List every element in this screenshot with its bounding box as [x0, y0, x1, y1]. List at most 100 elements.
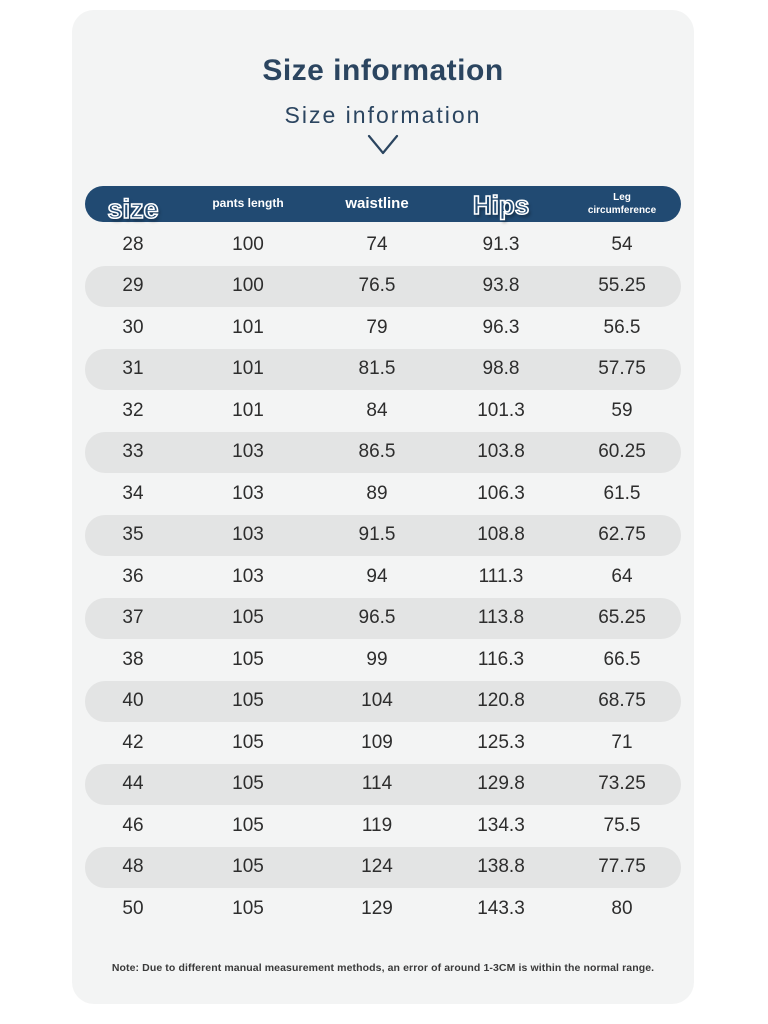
table-row: 44 105 114 129.8 73.25 [85, 763, 681, 805]
column-header-waistline: waistline [345, 195, 409, 213]
table-cell: 31 [122, 358, 144, 380]
table-cell: 125.3 [477, 731, 525, 753]
table-cell: 143.3 [477, 897, 525, 919]
table-cell: 54 [611, 233, 633, 255]
table-cell: 89 [366, 482, 388, 504]
table-cell: 28 [122, 233, 144, 255]
table-cell: 84 [366, 399, 388, 421]
table-cell: 101 [232, 399, 264, 421]
table-cell: 105 [232, 814, 264, 836]
table-row: 31 101 81.5 98.8 57.75 [85, 348, 681, 390]
table-cell: 96.3 [482, 316, 520, 338]
table-cell: 129 [361, 897, 393, 919]
column-header-leg-circumference: Leg circumference [587, 192, 657, 216]
table-cell: 36 [122, 565, 144, 587]
table-row: 34 103 89 106.3 61.5 [85, 473, 681, 515]
table-cell: 100 [232, 233, 264, 255]
table-cell: 79 [366, 316, 388, 338]
table-row: 35 103 91.5 108.8 62.75 [85, 514, 681, 556]
table-cell: 93.8 [482, 275, 520, 297]
table-cell: 29 [122, 275, 144, 297]
table-cell: 68.75 [598, 690, 646, 712]
table-cell: 105 [232, 690, 264, 712]
table-cell: 42 [122, 731, 144, 753]
table-cell: 134.3 [477, 814, 525, 836]
table-cell: 57.75 [598, 358, 646, 380]
table-cell: 81.5 [358, 358, 396, 380]
table-cell: 105 [232, 731, 264, 753]
table-cell: 100 [232, 275, 264, 297]
table-cell: 120.8 [477, 690, 525, 712]
page-title: Size information [262, 54, 504, 87]
table-cell: 103 [232, 524, 264, 546]
table-cell: 73.25 [598, 773, 646, 795]
table-cell: 105 [232, 856, 264, 878]
table-row: 37 105 96.5 113.8 65.25 [85, 597, 681, 639]
table-cell: 35 [122, 524, 144, 546]
table-cell: 86.5 [358, 441, 396, 463]
table-cell: 114 [361, 773, 393, 795]
table-cell: 103 [232, 565, 264, 587]
table-cell: 129.8 [477, 773, 525, 795]
table-cell: 116.3 [477, 648, 525, 670]
table-cell: 34 [122, 482, 144, 504]
table-cell: 60.25 [598, 441, 646, 463]
table-cell: 75.5 [603, 814, 641, 836]
table-cell: 99 [366, 648, 388, 670]
table-cell: 105 [232, 648, 264, 670]
table-cell: 61.5 [603, 482, 641, 504]
table-cell: 101 [232, 316, 264, 338]
table-row: 40 105 104 120.8 68.75 [85, 680, 681, 722]
table-cell: 96.5 [358, 607, 396, 629]
table-cell: 77.75 [598, 856, 646, 878]
table-cell: 103.8 [477, 441, 525, 463]
page-subtitle: Size information [284, 102, 482, 128]
table-cell: 138.8 [477, 856, 525, 878]
table-cell: 32 [122, 399, 144, 421]
table-cell: 80 [611, 897, 633, 919]
table-cell: 37 [122, 607, 144, 629]
table-cell: 74 [366, 233, 388, 255]
table-cell: 119 [361, 814, 393, 836]
table-cell: 105 [232, 773, 264, 795]
table-cell: 91.3 [482, 233, 520, 255]
table-row: 38 105 99 116.3 66.5 [85, 639, 681, 681]
table-body: 28 100 74 91.3 54 29 100 76.5 93.8 55.25 30 101 79 96… [85, 224, 681, 930]
table-row: 48 105 124 138.8 77.75 [85, 846, 681, 888]
table-cell: 71 [611, 731, 633, 753]
table-cell: 56.5 [603, 316, 641, 338]
column-header-size: size [107, 194, 160, 226]
table-cell: 108.8 [477, 524, 525, 546]
table-row: 33 103 86.5 103.8 60.25 [85, 431, 681, 473]
table-cell: 44 [122, 773, 144, 795]
table-cell: 103 [232, 482, 264, 504]
table-cell: 76.5 [358, 275, 396, 297]
table-cell: 64 [611, 565, 633, 587]
size-info-card: Size information Size information size p… [72, 10, 694, 1004]
table-row: 28 100 74 91.3 54 [85, 224, 681, 266]
table-cell: 105 [232, 897, 264, 919]
table-cell: 46 [122, 814, 144, 836]
table-cell: 98.8 [482, 358, 520, 380]
table-cell: 111.3 [478, 565, 524, 587]
table-cell: 105 [232, 607, 264, 629]
table-cell: 113.8 [477, 607, 525, 629]
table-row: 36 103 94 111.3 64 [85, 556, 681, 598]
table-cell: 50 [122, 897, 144, 919]
table-row: 42 105 109 125.3 71 [85, 722, 681, 764]
table-cell: 101 [232, 358, 264, 380]
table-header: size pants length waistline Hips Leg cir… [85, 186, 681, 226]
chevron-down-icon [367, 134, 399, 155]
column-header-hips: Hips [472, 189, 530, 221]
table-cell: 48 [122, 856, 144, 878]
table-row: 46 105 119 134.3 75.5 [85, 805, 681, 847]
table-cell: 59 [611, 399, 633, 421]
table-cell: 55.25 [598, 275, 646, 297]
table-cell: 62.75 [598, 524, 646, 546]
table-row: 30 101 79 96.3 56.5 [85, 307, 681, 349]
table-row: 50 105 129 143.3 80 [85, 888, 681, 930]
table-cell: 101.3 [477, 399, 525, 421]
table-cell: 103 [232, 441, 264, 463]
table-cell: 66.5 [603, 648, 641, 670]
